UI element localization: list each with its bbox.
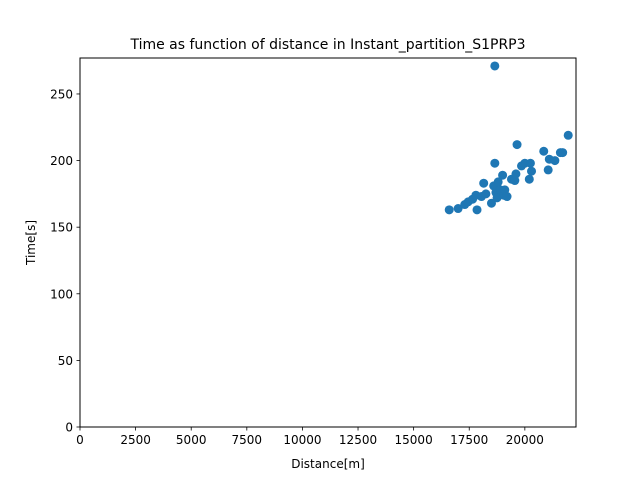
x-tick-label: 12500 <box>339 433 377 447</box>
data-point <box>563 130 573 140</box>
y-tick-label: 50 <box>58 354 73 368</box>
data-point <box>490 61 500 71</box>
data-point <box>502 192 512 202</box>
x-tick-label: 0 <box>76 433 84 447</box>
data-point <box>543 165 553 175</box>
data-point <box>493 177 503 187</box>
chart-title: Time as function of distance in Instant_… <box>129 37 525 53</box>
data-point <box>472 205 482 215</box>
x-axis-label: Distance[m] <box>291 457 365 471</box>
data-point <box>498 170 508 180</box>
y-tick-label: 0 <box>65 421 73 435</box>
data-point <box>444 205 454 215</box>
y-tick-label: 250 <box>50 87 73 101</box>
x-axis-ticks: 0 2500 5000 7500 10000 12500 15000 17500 20000 <box>76 427 544 447</box>
data-point <box>550 156 560 166</box>
data-point <box>512 140 522 150</box>
data-point <box>479 178 489 188</box>
points-layer <box>444 61 573 215</box>
plot-frame <box>79 57 577 428</box>
x-tick-label: 5000 <box>176 433 207 447</box>
x-tick-label: 17500 <box>450 433 488 447</box>
data-point <box>490 158 500 168</box>
y-axis-label: Time[s] <box>24 220 38 266</box>
x-tick-label: 10000 <box>283 433 321 447</box>
x-tick-label: 20000 <box>506 433 544 447</box>
y-tick-label: 200 <box>50 154 73 168</box>
data-point <box>511 169 521 179</box>
y-tick-label: 100 <box>50 287 73 301</box>
data-point <box>453 204 463 214</box>
data-point <box>481 189 491 199</box>
data-point <box>539 146 549 156</box>
y-tick-label: 150 <box>50 221 73 235</box>
y-axis-ticks: 0 50 100 150 200 250 <box>50 87 80 435</box>
x-tick-label: 7500 <box>232 433 263 447</box>
data-point <box>558 148 568 158</box>
data-point <box>525 158 535 168</box>
data-point <box>486 198 496 208</box>
data-point <box>527 166 537 176</box>
data-point <box>524 174 534 184</box>
data-point <box>510 176 520 186</box>
x-tick-label: 15000 <box>395 433 433 447</box>
x-tick-label: 2500 <box>120 433 151 447</box>
